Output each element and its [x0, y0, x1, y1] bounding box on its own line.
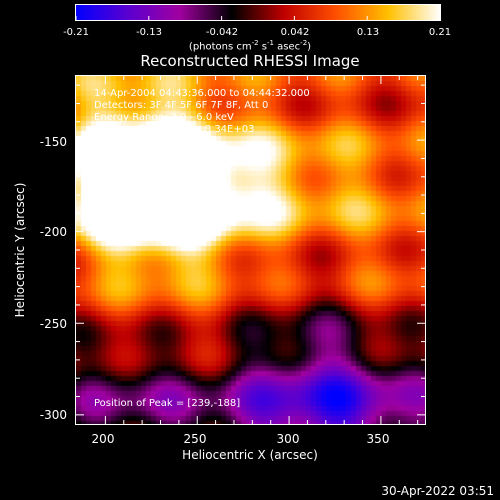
chart-title: Reconstructed RHESSI Image: [140, 52, 360, 70]
colorbar-tick-label: -0.21: [63, 27, 89, 38]
axis-ticks: [76, 76, 425, 424]
colorbar-tick-label: 0.13: [356, 27, 380, 38]
timestamp: 30-Apr-2022 03:51: [381, 484, 494, 498]
colorbar-tick-marks: [75, 16, 441, 21]
y-tick-label: -150: [39, 135, 67, 149]
colorbar-tick-label: -0.13: [136, 27, 162, 38]
x-tick-label: 300: [276, 432, 300, 446]
y-tick-label: -200: [39, 225, 67, 239]
plot-area: 14-Apr-2004 04:43:36.000 to 04:44:32.000…: [75, 75, 426, 425]
x-axis-label: Heliocentric X (arcsec): [182, 448, 318, 462]
info-detectors: Detectors: 3F 4F 5F 6F 7F 8F, Att 0: [94, 100, 269, 111]
colorbar-tick-label: 0.21: [428, 27, 452, 38]
colorbar-fill: [75, 4, 441, 21]
y-axis-label: Heliocentric Y (arcsec): [13, 182, 27, 318]
peak-position-label: Position of Peak = [239,-188]: [94, 398, 241, 409]
y-tick-label: -300: [39, 408, 67, 422]
info-energy-range: Energy Range: 3.0 - 6.0 keV: [94, 112, 234, 123]
info-time-range: 14-Apr-2004 04:43:36.000 to 04:44:32.000: [94, 88, 310, 99]
info-method-counts: Clean Total counts: 8.34E+03: [94, 124, 255, 135]
colorbar-tick-label: -0.042: [205, 27, 239, 38]
x-tick-label: 350: [366, 432, 390, 446]
colorbar-tick-label: 0.042: [280, 27, 310, 38]
x-tick-label: 250: [183, 432, 207, 446]
colorbar: [75, 4, 441, 21]
colorbar-unit-label: (photons cm-2 s-1 asec-2): [188, 39, 312, 53]
heatmap-image: [76, 76, 425, 424]
x-tick-label: 200: [91, 432, 115, 446]
y-tick-label: -250: [39, 317, 67, 331]
